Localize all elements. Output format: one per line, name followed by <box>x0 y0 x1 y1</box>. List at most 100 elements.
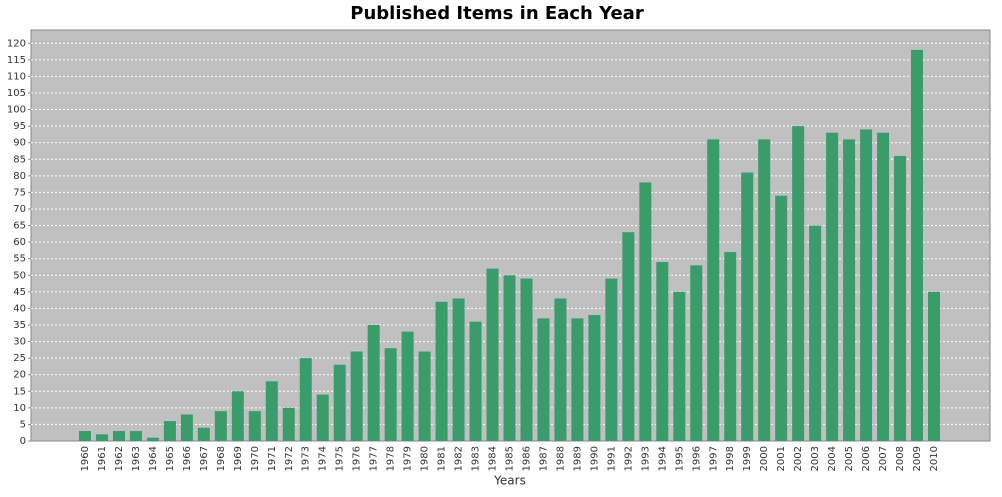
y-tick-label: 60 <box>13 237 26 248</box>
x-tick-label: 2004 <box>827 446 838 471</box>
bar <box>503 275 516 441</box>
y-tick-label: 40 <box>13 303 26 314</box>
bar <box>452 298 465 441</box>
y-tick-label: 20 <box>13 370 26 381</box>
x-tick-label: 1986 <box>521 446 532 471</box>
x-tick-label: 1984 <box>488 446 499 471</box>
bar <box>537 318 550 441</box>
bar <box>588 315 601 441</box>
bar <box>894 155 907 442</box>
x-tick-label: 1966 <box>182 446 193 471</box>
x-tick-label: 1980 <box>420 446 431 471</box>
y-tick-label: 5 <box>20 419 26 430</box>
x-tick-label: 2007 <box>878 446 889 471</box>
x-tick-label: 1982 <box>454 446 465 471</box>
x-tick-label: 1974 <box>318 446 329 471</box>
x-tick-label: 1981 <box>437 446 448 471</box>
y-tick-label: 120 <box>7 38 26 49</box>
y-tick-label: 110 <box>7 71 26 82</box>
bar <box>741 172 754 441</box>
x-tick-label: 1968 <box>216 446 227 471</box>
bar <box>333 364 346 441</box>
x-tick-label: 2001 <box>776 446 787 471</box>
bar <box>809 225 822 441</box>
bar <box>911 49 924 442</box>
bar <box>928 291 940 441</box>
y-tick-label: 55 <box>13 254 26 265</box>
x-tick-label: 2000 <box>759 446 770 471</box>
bar <box>79 431 91 441</box>
x-tick-label: 1983 <box>471 446 482 471</box>
y-tick-label: 75 <box>13 187 26 198</box>
x-tick-label: 1975 <box>335 446 346 471</box>
bar <box>129 431 142 441</box>
x-tick-label: 2008 <box>895 446 906 471</box>
x-tick-label: 1962 <box>114 446 125 471</box>
bar <box>214 411 227 441</box>
bar <box>639 182 652 441</box>
bar <box>418 351 431 441</box>
x-tick-label: 2010 <box>929 446 940 471</box>
bar <box>367 324 380 441</box>
bar <box>571 318 584 441</box>
y-tick-label: 35 <box>13 320 26 331</box>
x-axis-title: Years <box>493 474 526 488</box>
x-tick-label: 2005 <box>844 446 855 471</box>
bar <box>112 431 125 441</box>
x-tick-label: 1965 <box>165 446 176 471</box>
y-tick-label: 10 <box>13 403 26 414</box>
bar <box>265 381 278 441</box>
bar <box>877 132 890 441</box>
bar <box>775 195 788 441</box>
y-tick-label: 115 <box>7 55 26 66</box>
bar <box>231 391 244 441</box>
bar <box>316 394 329 441</box>
x-tick-label: 1991 <box>606 446 617 471</box>
bar <box>792 126 805 441</box>
x-tick-label: 1998 <box>725 446 736 471</box>
bar <box>163 421 176 441</box>
x-tick-label: 1960 <box>80 446 91 471</box>
x-tick-label: 2003 <box>810 446 821 471</box>
y-tick-label: 85 <box>13 154 26 165</box>
bar <box>554 298 567 441</box>
bar <box>350 351 363 441</box>
bar <box>469 321 482 441</box>
x-tick-label: 1997 <box>708 446 719 471</box>
y-tick-label: 80 <box>13 171 26 182</box>
y-tick-label: 70 <box>13 204 26 215</box>
x-tick-label: 1973 <box>301 446 312 471</box>
x-tick-label: 1972 <box>284 446 295 471</box>
x-tick-label: 1976 <box>352 446 363 471</box>
x-tick-label: 1963 <box>131 446 142 471</box>
bar <box>758 139 771 441</box>
x-tick-label: 1970 <box>250 446 261 471</box>
x-tick-label: 1979 <box>403 446 414 471</box>
x-tick-label: 1978 <box>386 446 397 471</box>
bar <box>435 301 448 441</box>
bar <box>197 427 210 441</box>
bar <box>673 291 686 441</box>
bar <box>860 129 873 441</box>
x-tick-label: 1992 <box>623 446 634 471</box>
x-tick-label: 1993 <box>640 446 651 471</box>
bar <box>826 132 839 441</box>
bar <box>656 262 669 441</box>
bar <box>843 139 856 441</box>
x-tick-label: 1985 <box>505 446 516 471</box>
y-tick-label: 30 <box>13 337 26 348</box>
y-tick-label: 100 <box>7 105 26 116</box>
bar <box>95 434 108 441</box>
x-tick-label: 1994 <box>657 446 668 471</box>
x-tick-label: 1995 <box>674 446 685 471</box>
y-tick-label: 15 <box>13 386 26 397</box>
bar <box>401 331 414 441</box>
x-tick-label: 1988 <box>555 446 566 471</box>
x-tick-label: 1996 <box>691 446 702 471</box>
bar <box>384 348 397 441</box>
x-tick-label: 1967 <box>199 446 210 471</box>
bar <box>180 414 193 441</box>
bar <box>690 265 703 441</box>
y-tick-label: 50 <box>13 270 26 281</box>
